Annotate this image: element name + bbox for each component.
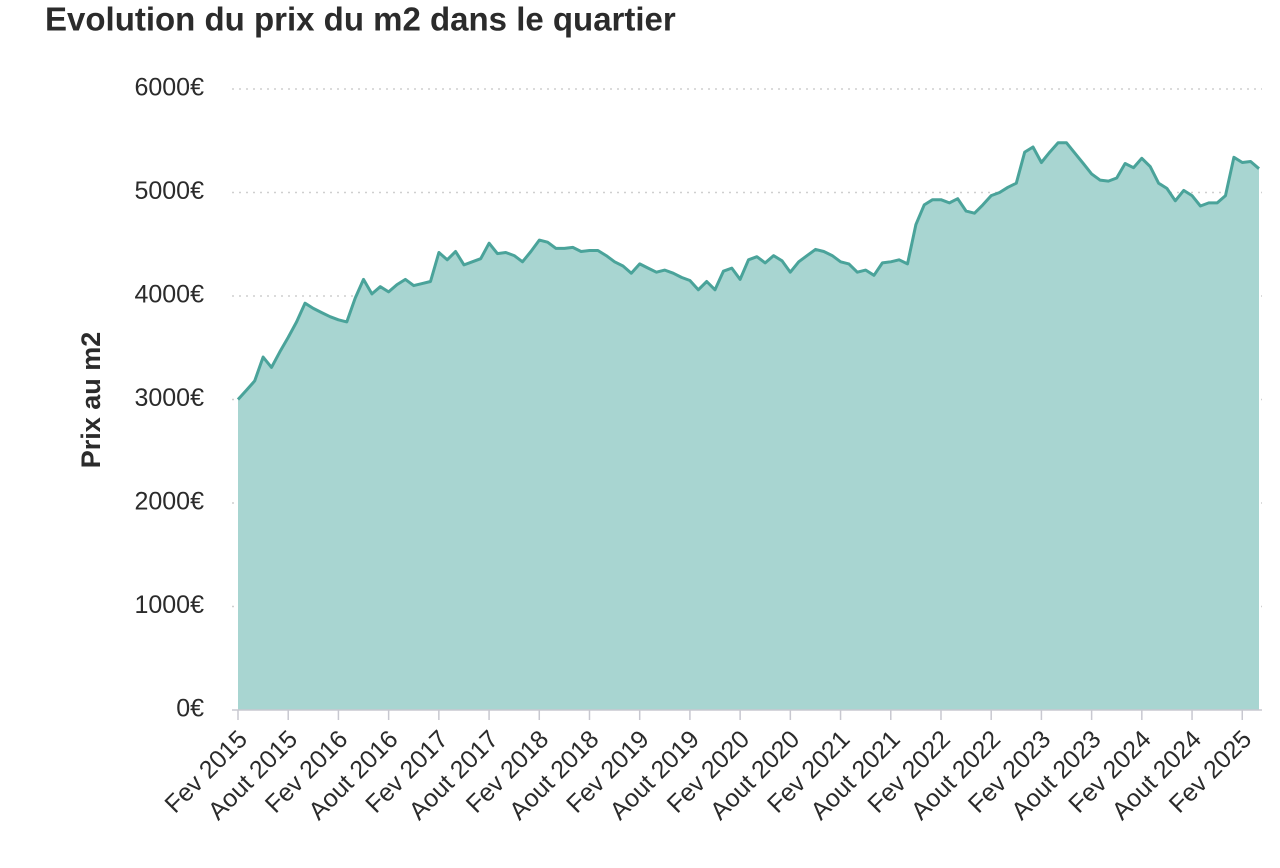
y-axis-label: Prix au m2 bbox=[76, 332, 106, 469]
y-tick-label: 3000€ bbox=[134, 384, 204, 412]
line bbox=[236, 141, 1260, 401]
area bbox=[238, 142, 1259, 711]
y-tick-label: 5000€ bbox=[134, 177, 204, 205]
chart-title: Evolution du prix du m2 dans le quartier bbox=[45, 1, 676, 38]
y-tick-label: 1000€ bbox=[134, 591, 204, 619]
y-tick-label: 0€ bbox=[176, 695, 204, 723]
y-tick-label: 4000€ bbox=[134, 281, 204, 309]
y-tick-label: 6000€ bbox=[134, 74, 204, 102]
y-tick-label: 2000€ bbox=[134, 488, 204, 516]
